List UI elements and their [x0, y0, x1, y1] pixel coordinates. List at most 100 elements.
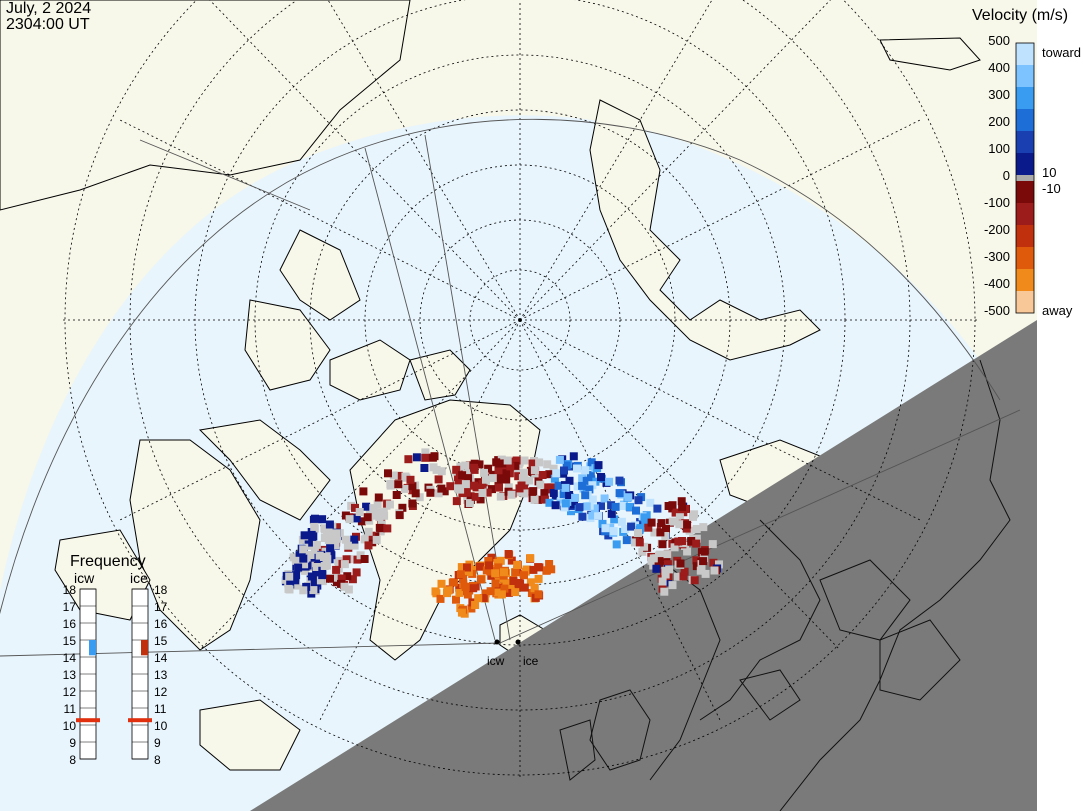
radar-cell	[332, 529, 341, 538]
radar-cell	[512, 456, 521, 465]
radar-cell	[478, 489, 487, 497]
radar-cell	[562, 461, 571, 470]
radar-cell	[324, 536, 333, 544]
radar-cell	[394, 471, 403, 480]
radar-cell	[432, 589, 441, 598]
radar-cell	[598, 519, 607, 528]
radar-cell	[343, 572, 352, 581]
frequency-tick-label: 13	[154, 668, 168, 682]
radar-cell	[549, 464, 558, 473]
radar-cell	[573, 464, 581, 473]
radar-cell	[321, 525, 329, 534]
radar-cell	[649, 554, 658, 563]
radar-cell	[343, 541, 352, 550]
radar-cell	[479, 594, 488, 602]
frequency-tick-label: 11	[154, 702, 167, 716]
radar-cell	[677, 497, 686, 506]
radar-cell	[547, 565, 556, 574]
radar-cell	[383, 524, 392, 533]
radar-cell	[310, 578, 319, 587]
radar-cell	[332, 523, 341, 532]
frequency-radar-ice: ice	[130, 570, 148, 586]
radar-cell	[708, 540, 717, 549]
radar-cell	[522, 565, 531, 574]
radar-cell	[285, 585, 294, 594]
radar-cell	[332, 578, 341, 587]
radar-cell	[325, 520, 334, 529]
radar-cell	[607, 501, 616, 510]
radar-cell	[647, 518, 656, 527]
radar-cell	[656, 528, 665, 537]
radar-cell	[471, 492, 480, 501]
longitude-grid	[60, 0, 980, 780]
radar-cell	[520, 468, 528, 477]
radar-cell	[534, 590, 543, 599]
radar-cell	[699, 557, 708, 566]
radar-cell	[408, 482, 417, 491]
radar-cell	[494, 583, 503, 592]
radar-cell	[529, 565, 538, 574]
frequency-tick-label: 15	[63, 634, 77, 648]
radar-cell	[394, 480, 403, 489]
radar-cell	[459, 575, 468, 583]
radar-cell	[327, 551, 336, 560]
radar-cell	[549, 489, 558, 497]
radar-cell	[597, 501, 605, 510]
radar-cell	[610, 515, 619, 524]
legend-tick-200: 200	[988, 114, 1010, 129]
radar-cell	[511, 568, 520, 577]
radar-cell	[530, 583, 539, 592]
radar-cell	[586, 471, 595, 480]
radar-cell	[464, 568, 473, 577]
radar-cell	[463, 590, 472, 599]
radar-cell	[607, 509, 616, 518]
radar-cell	[386, 481, 395, 490]
legend-tick-minus500: -500	[984, 303, 1010, 318]
radar-cell	[469, 584, 478, 593]
radar-cell	[341, 535, 350, 544]
radar-cell	[561, 499, 570, 508]
radar-cell	[344, 585, 353, 594]
radar-cell	[481, 589, 490, 598]
frequency-tick-label: 11	[64, 702, 77, 716]
europe-coastlines	[559, 359, 1011, 811]
radar-cell	[325, 527, 334, 536]
radar-cell	[299, 554, 308, 563]
radar-cell	[443, 589, 451, 598]
radar-cell	[456, 570, 465, 579]
radar-cell	[368, 511, 377, 520]
radar-cell	[318, 566, 327, 575]
radar-cell	[514, 578, 523, 587]
radar-cell	[640, 542, 649, 551]
radar-cell	[515, 484, 524, 493]
radar-cell	[475, 460, 484, 469]
radar-cell	[530, 466, 539, 475]
radar-cell	[476, 575, 485, 584]
radar-cell	[588, 481, 597, 490]
radar-cell	[461, 480, 470, 489]
radar-cell	[480, 468, 488, 477]
radar-cell	[683, 547, 692, 556]
radar-cell	[556, 497, 565, 506]
radar-cell	[565, 491, 574, 499]
frequency-marker	[89, 640, 96, 656]
radar-cell	[664, 578, 673, 587]
colorbar-frame	[1015, 42, 1035, 314]
radar-cell	[573, 482, 582, 491]
radar-cell	[692, 562, 701, 571]
radar-cell	[408, 499, 417, 508]
radar-cell	[674, 537, 683, 546]
radar-cell	[352, 568, 361, 577]
radar-cell	[362, 502, 371, 511]
colorbar-swatch-away	[1016, 247, 1034, 269]
radar-cell	[312, 567, 321, 576]
radar-cell	[315, 551, 324, 560]
radar-cell	[581, 466, 590, 475]
site-marker-ice	[515, 639, 521, 645]
radar-cell	[668, 581, 677, 590]
radar-cell	[437, 484, 446, 493]
radar-cell	[495, 459, 504, 468]
radar-cell	[452, 497, 461, 506]
radar-cell	[534, 574, 543, 583]
radar-cell	[538, 471, 547, 479]
